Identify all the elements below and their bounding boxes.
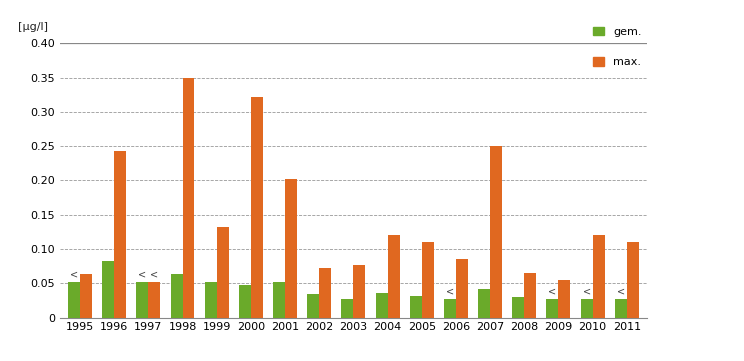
Bar (376, 293, 388, 318)
Bar (388, 235, 400, 318)
Bar (626, 242, 639, 318)
Text: <: < (150, 269, 158, 279)
Bar (68, 282, 80, 318)
Text: <: < (138, 269, 147, 279)
Bar (547, 299, 559, 318)
Text: <: < (548, 286, 557, 296)
Bar (319, 268, 331, 318)
Bar (251, 97, 263, 318)
Bar (478, 289, 490, 318)
Legend: gem., max.: gem., max. (593, 27, 642, 67)
Bar (170, 274, 182, 318)
Bar (410, 296, 422, 318)
Bar (422, 242, 434, 318)
Bar (615, 299, 626, 318)
Bar (217, 227, 228, 318)
Bar (341, 299, 353, 318)
Bar (273, 282, 285, 318)
Bar (593, 235, 605, 318)
Bar (559, 280, 571, 318)
Text: <: < (446, 286, 454, 296)
Bar (444, 299, 456, 318)
Bar (114, 151, 126, 318)
Bar (580, 299, 593, 318)
Bar (490, 146, 502, 318)
Text: <: < (583, 286, 591, 296)
Bar (80, 274, 92, 318)
Text: <: < (617, 286, 625, 296)
Bar (239, 285, 251, 318)
Bar (513, 297, 525, 318)
Bar (102, 261, 114, 318)
Bar (456, 259, 468, 318)
Bar (525, 273, 536, 318)
Bar (285, 179, 297, 318)
Bar (353, 265, 365, 318)
Bar (182, 78, 194, 318)
Bar (205, 282, 217, 318)
Bar (136, 282, 148, 318)
Bar (307, 294, 319, 318)
Text: [µg/l]: [µg/l] (19, 22, 48, 32)
Text: <: < (70, 269, 78, 279)
Bar (148, 282, 160, 318)
